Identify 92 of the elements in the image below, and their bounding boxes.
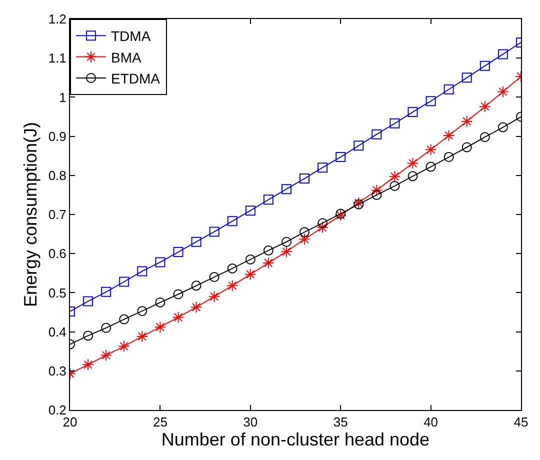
point [390,180,400,191]
point [226,280,238,292]
point [372,190,382,200]
point [479,100,491,112]
y-tick-label: 0.7 [48,207,66,222]
point [173,289,184,300]
point [442,130,455,142]
point [426,162,436,172]
point [191,280,202,291]
point [101,322,112,333]
legend-label: ETDMA [111,70,161,86]
point [209,272,220,282]
point [354,140,364,151]
point [316,222,328,234]
point [173,247,184,258]
point [408,171,418,182]
point [300,174,310,184]
point [281,236,292,247]
point [480,60,490,71]
x-axis-title: Number of non-cluster head node [161,430,430,450]
point [334,209,346,222]
point [336,208,346,219]
point [318,218,328,228]
point [462,142,472,152]
point [498,49,508,60]
y-tick-label: 0.4 [48,324,66,340]
point [245,254,256,264]
point [82,358,94,371]
point [372,129,382,140]
point [83,330,94,341]
point [119,276,130,287]
point [137,266,148,276]
point [263,245,274,256]
point [172,311,184,324]
point [118,340,130,352]
point [408,107,418,118]
point [498,122,508,132]
point [227,216,238,226]
point [208,290,220,303]
point [426,96,436,106]
point [100,349,112,362]
legend-label: BMA [111,49,142,66]
point [354,199,364,210]
x-tick-label: 45 [514,414,528,430]
point [244,268,256,280]
y-tick-label: 1.2 [48,12,66,27]
point [352,196,365,209]
point [444,152,454,162]
point [190,301,202,314]
y-tick-label: 0.5 [48,285,66,300]
y-tick-label: 1.1 [48,50,66,66]
legend-label: TDMA [111,28,152,44]
point [155,297,166,308]
point [370,184,383,196]
point [136,330,148,342]
x-tick-label: 25 [152,414,168,430]
point [300,227,310,238]
point [227,263,238,274]
point [191,236,202,247]
point [119,314,130,324]
point [336,152,346,162]
x-tick-label: 40 [424,414,438,430]
point [388,170,401,182]
y-tick-label: 0.3 [48,363,66,378]
point [497,86,509,98]
point [406,157,419,170]
point [154,321,166,334]
y-tick-label: 0.8 [48,168,66,183]
y-tick-label: 1 [59,90,66,105]
point [480,132,490,142]
point [155,257,166,268]
point [245,206,256,216]
point [280,246,292,258]
point [83,296,94,306]
y-tick-label: 0.9 [48,128,66,144]
point [460,116,473,128]
point [101,286,112,297]
y-tick-label: 0.6 [48,246,66,262]
point [298,233,310,246]
x-tick-label: 30 [243,414,258,430]
point [462,72,472,83]
point [281,184,292,194]
point [390,118,400,128]
point [137,306,148,316]
point [263,194,274,205]
y-axis-title: Energy consumption(J) [20,122,41,308]
point [209,226,220,237]
point [318,162,328,173]
point [424,144,437,156]
point [444,84,454,94]
x-tick-label: 35 [333,414,348,430]
point [262,257,274,269]
